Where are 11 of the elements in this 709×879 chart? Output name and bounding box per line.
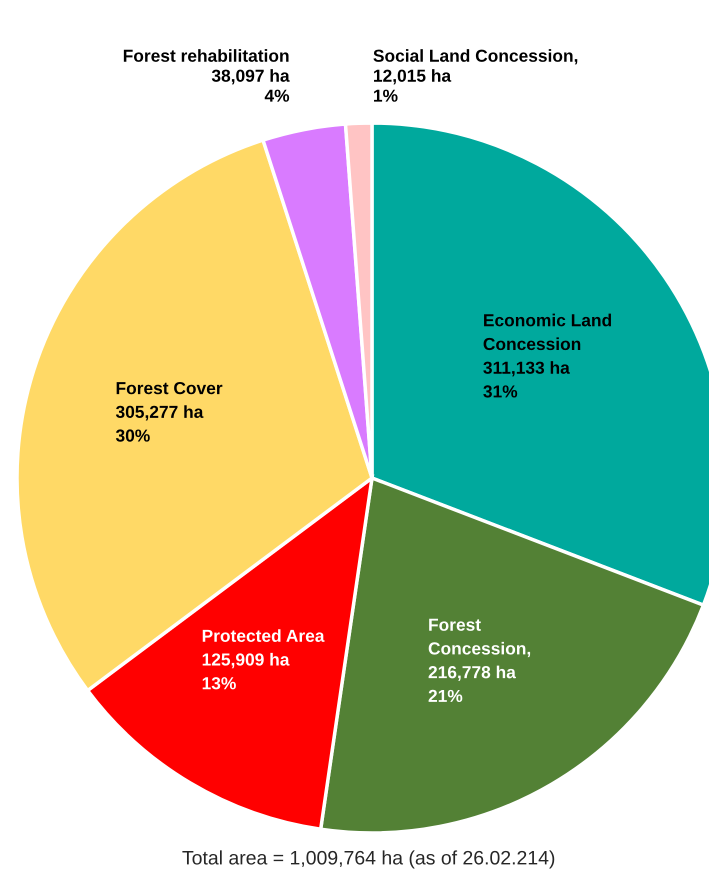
data-label: 125,909 ha 13% bbox=[202, 652, 290, 690]
slice-label: Forest Concession, 216,778 ha 21% bbox=[428, 618, 530, 702]
slice-label: Economic Land Concession bbox=[484, 314, 612, 350]
data-label: 38,097 ha 4% bbox=[212, 69, 290, 102]
slice-label: Forest rehabilitation bbox=[124, 49, 289, 62]
text: Total area = 1,009,764 ha (as of 26.02.214) bbox=[182, 850, 554, 868]
data-label: 311,133 ha 31% bbox=[483, 361, 570, 398]
slice-label: Protected Area bbox=[202, 629, 325, 642]
slice-label: Forest Cover bbox=[116, 382, 222, 394]
slice-label: Social Land Concession, 12,015 ha 1% bbox=[373, 49, 578, 102]
data-label: 305,277 ha 30% bbox=[116, 405, 204, 442]
